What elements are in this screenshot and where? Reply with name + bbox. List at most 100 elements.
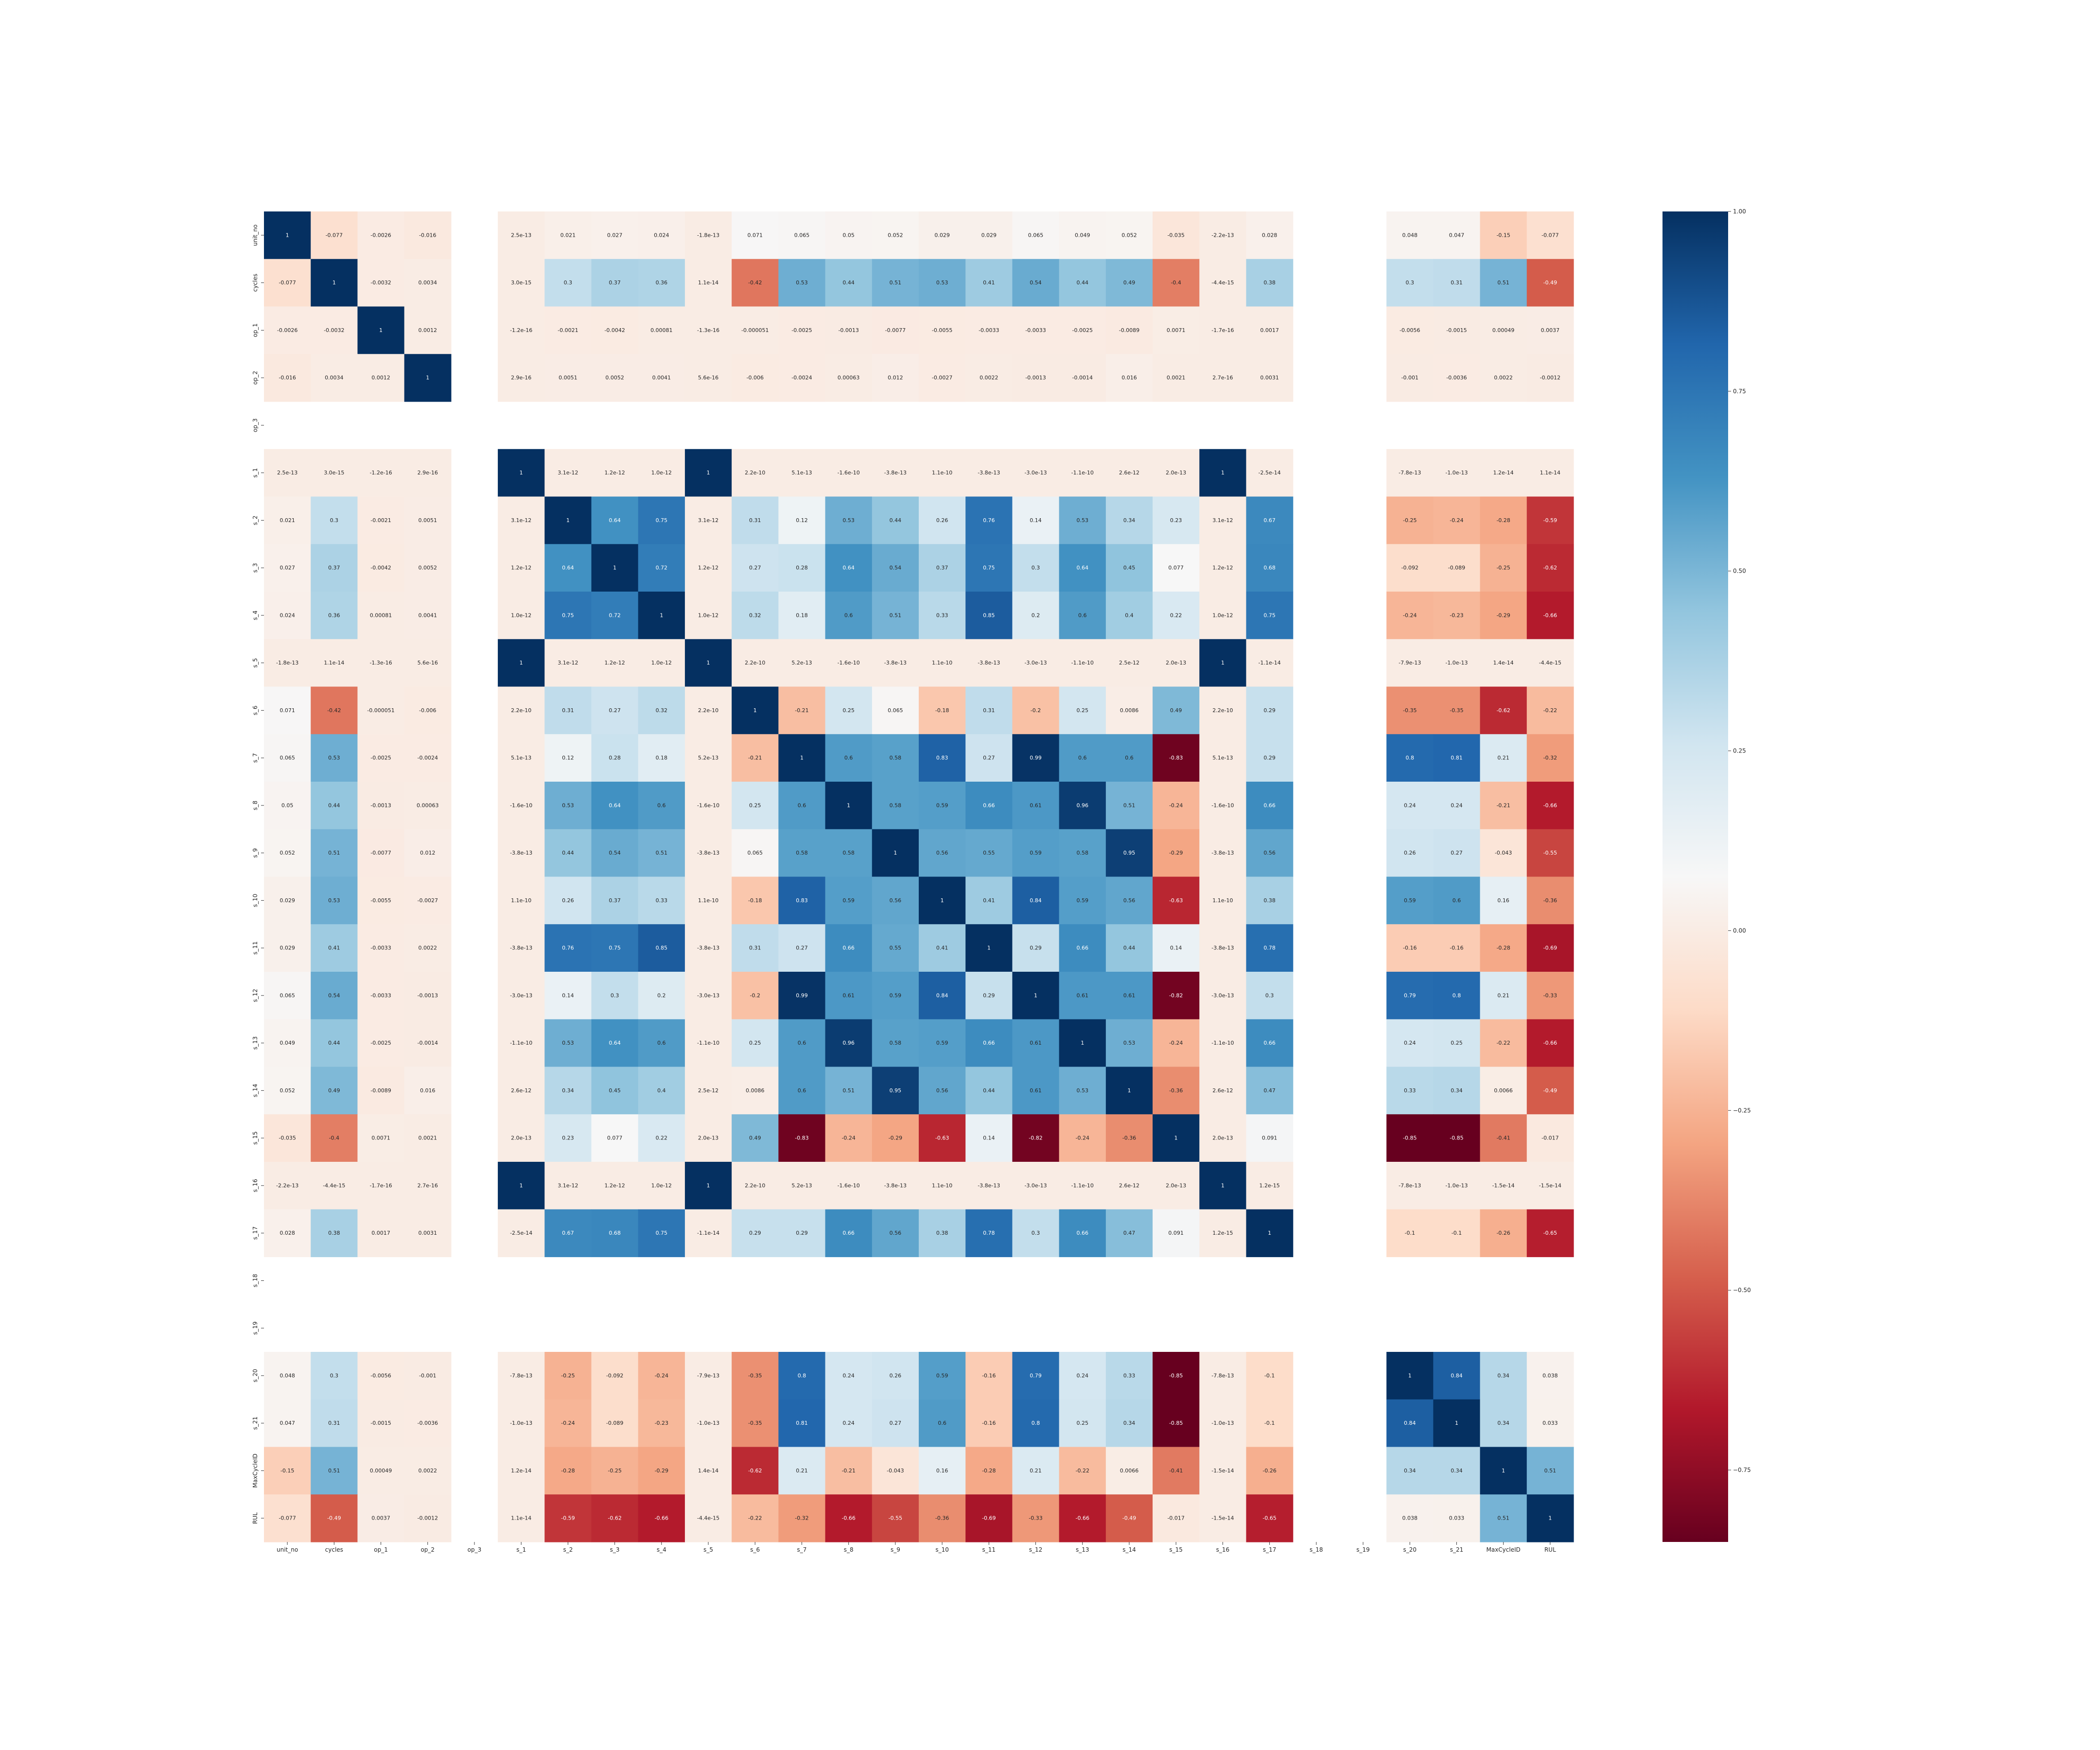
heatmap-cell (778, 829, 826, 877)
cell-value-label: 0.3 (1265, 992, 1274, 998)
heatmap-cell (732, 449, 779, 497)
heatmap-cell (1199, 1114, 1247, 1162)
heatmap-cell (591, 1494, 639, 1542)
heatmap-cell (1386, 1399, 1434, 1448)
heatmap-cell (1105, 592, 1153, 640)
cell-value-label: -3.8e-13 (978, 1182, 1000, 1189)
cell-value-label: 0.38 (1263, 897, 1276, 904)
heatmap-cell (1386, 1019, 1434, 1068)
heatmap-cell (357, 449, 405, 497)
cell-value-label: -0.62 (608, 1515, 621, 1522)
cell-value-label: -0.0025 (370, 1040, 391, 1046)
x-tick-label: s_7 (797, 1546, 807, 1553)
cell-value-label: 0.047 (1449, 232, 1465, 238)
cell-value-label: -0.0036 (1446, 375, 1467, 381)
heatmap-cell (357, 1067, 405, 1115)
cell-value-label: 0.56 (1263, 850, 1276, 856)
heatmap-cell (1246, 306, 1294, 354)
heatmap-cell (1386, 1209, 1434, 1258)
cell-value-label: 0.25 (1077, 707, 1089, 714)
heatmap-cell (1153, 306, 1200, 354)
cell-value-label: 0.55 (983, 850, 995, 856)
cell-value-label: 0.85 (983, 612, 995, 618)
cell-value-label: -0.66 (655, 1515, 668, 1522)
heatmap-cell (357, 211, 405, 260)
heatmap-cell (264, 1209, 311, 1258)
cell-value-label: -0.0042 (370, 565, 391, 571)
cell-value-label: 0.56 (1123, 897, 1136, 904)
heatmap-cell (1246, 259, 1294, 307)
heatmap-cell (311, 1399, 358, 1448)
heatmap-cell (872, 1352, 919, 1400)
heatmap-cell (919, 1399, 966, 1448)
cell-value-label: 0.59 (936, 802, 948, 808)
heatmap-cell (1386, 1447, 1434, 1495)
heatmap-cell (357, 1447, 405, 1495)
cell-value-label: 0.58 (796, 850, 808, 856)
cell-value-label: 0.24 (1404, 802, 1416, 808)
cell-value-label: 5.2e-13 (791, 660, 812, 666)
cell-value-label: -0.0077 (370, 850, 391, 856)
cell-value-label: 2.0e-13 (1166, 660, 1186, 666)
cell-value-label: 5.2e-13 (698, 755, 718, 761)
heatmap-cell (919, 639, 966, 687)
heatmap-cell (498, 639, 545, 687)
cell-value-label: -0.42 (327, 707, 341, 714)
cell-value-label: -1.1e-10 (1071, 660, 1094, 666)
heatmap-cell (498, 354, 545, 402)
cell-value-label: 0.76 (562, 945, 574, 951)
cell-value-label: 0.66 (983, 802, 995, 808)
cell-value-label: -0.15 (1496, 232, 1510, 238)
heatmap-cell (1199, 306, 1247, 354)
cell-value-label: -1.6e-10 (838, 1182, 860, 1189)
heatmap-cell (1246, 1209, 1294, 1258)
heatmap-cell (498, 259, 545, 307)
cell-value-label: -0.65 (1543, 1230, 1557, 1236)
cell-value-label: 0.3 (564, 280, 573, 286)
heatmap-cell (1433, 1494, 1481, 1542)
cell-value-label: -0.26 (1496, 1230, 1510, 1236)
x-tick-label: cycles (325, 1546, 343, 1553)
heatmap-cell (357, 1352, 405, 1400)
heatmap-cell (638, 496, 685, 544)
cell-value-label: 0.0017 (1260, 327, 1279, 333)
heatmap-cell (1526, 354, 1574, 402)
cell-value-label: -0.0021 (370, 517, 391, 524)
heatmap-cell (591, 306, 639, 354)
cell-value-label: 2.5e-12 (698, 1087, 718, 1094)
cell-value-label: 0.66 (1077, 945, 1089, 951)
heatmap-cell (684, 876, 732, 925)
cell-value-label: -0.25 (1496, 565, 1510, 571)
cell-value-label: -0.23 (1450, 612, 1463, 618)
heatmap-cell (591, 496, 639, 544)
heatmap-cell (825, 1067, 873, 1115)
heatmap-cell (311, 592, 358, 640)
cell-value-label: 1.2e-12 (511, 565, 531, 571)
cell-value-label: -1.8e-13 (697, 232, 719, 238)
x-tick-label: s_16 (1216, 1546, 1230, 1553)
cell-value-label: 0.18 (796, 612, 808, 618)
heatmap-cell (919, 592, 966, 640)
y-tick-label: s_13 (252, 1036, 259, 1050)
heatmap-cell (1199, 1209, 1247, 1258)
cell-value-label: 5.1e-13 (511, 755, 531, 761)
heatmap-cell (1012, 544, 1060, 592)
cell-value-label: 0.59 (890, 992, 902, 998)
heatmap-cell (1526, 1067, 1574, 1115)
cell-value-label: -0.1 (1264, 1372, 1275, 1379)
cell-value-label: -0.001 (419, 1372, 436, 1379)
cell-value-label: 0.31 (749, 945, 761, 951)
y-tick-label: cycles (252, 274, 259, 292)
cell-value-label: -0.2 (750, 992, 760, 998)
cell-value-label: 2.0e-13 (511, 1135, 531, 1141)
cell-value-label: 0.0031 (419, 1230, 438, 1236)
heatmap-cell (1246, 924, 1294, 972)
cell-value-label: 0.59 (936, 1372, 948, 1379)
heatmap-cell (1386, 1494, 1434, 1542)
cell-value-label: -0.0013 (1025, 375, 1046, 381)
heatmap-cell (919, 1209, 966, 1258)
cell-value-label: -0.55 (889, 1515, 902, 1522)
heatmap-cell (684, 734, 732, 782)
heatmap-cell (404, 211, 452, 260)
y-tick-label: s_8 (252, 801, 259, 810)
